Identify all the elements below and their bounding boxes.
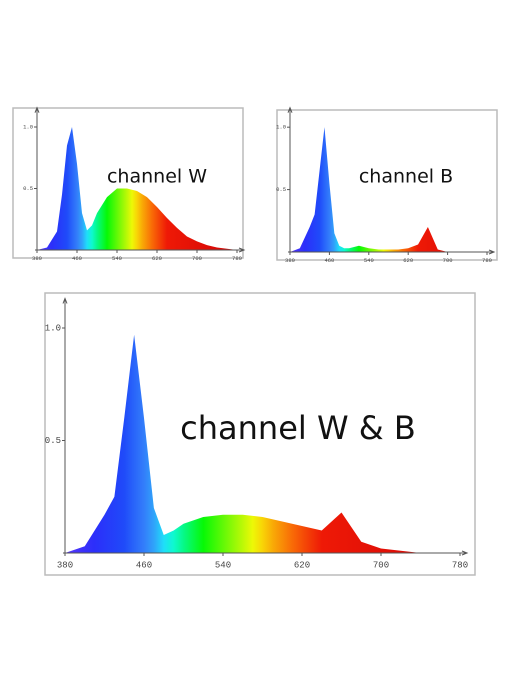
x-tick-label: 540 [112, 255, 122, 262]
x-tick-label: 460 [136, 560, 152, 570]
axis-arrow [488, 249, 496, 255]
x-tick-label: 780 [452, 560, 468, 570]
x-tick-label: 380 [285, 257, 295, 264]
y-tick-label: 1.0 [23, 123, 33, 130]
y-tick-label: 0.5 [23, 185, 33, 192]
y-tick-label: 0.5 [276, 186, 286, 193]
x-tick-label: 780 [232, 255, 242, 262]
spectrum-area [37, 127, 237, 250]
x-tick-label: 700 [373, 560, 389, 570]
x-tick-label: 540 [364, 257, 374, 264]
x-tick-label: 460 [324, 257, 334, 264]
x-tick-label: 780 [482, 257, 492, 264]
axis-arrow [461, 550, 469, 556]
spectrum-area [65, 334, 460, 553]
x-tick-label: 620 [403, 257, 413, 264]
axis-arrow [34, 106, 40, 113]
x-tick-label: 700 [443, 257, 453, 264]
x-tick-label: 380 [32, 255, 42, 262]
axis-arrow [238, 247, 246, 253]
y-tick-label: 1.0 [276, 124, 286, 131]
y-tick-label: 0.5 [45, 436, 61, 446]
x-tick-label: 620 [294, 560, 310, 570]
x-tick-label: 460 [72, 255, 82, 262]
chart-title: channel W [107, 166, 207, 188]
axis-arrow [62, 297, 68, 304]
chart-title: channel B [359, 166, 453, 188]
x-tick-label: 700 [192, 255, 202, 262]
x-tick-label: 380 [57, 560, 73, 570]
axis-arrow [287, 106, 293, 113]
y-tick-label: 1.0 [45, 323, 61, 333]
chart-title: channel W & B [180, 409, 416, 447]
spectrum-area [290, 127, 487, 252]
x-tick-label: 540 [215, 560, 231, 570]
x-tick-label: 620 [152, 255, 162, 262]
